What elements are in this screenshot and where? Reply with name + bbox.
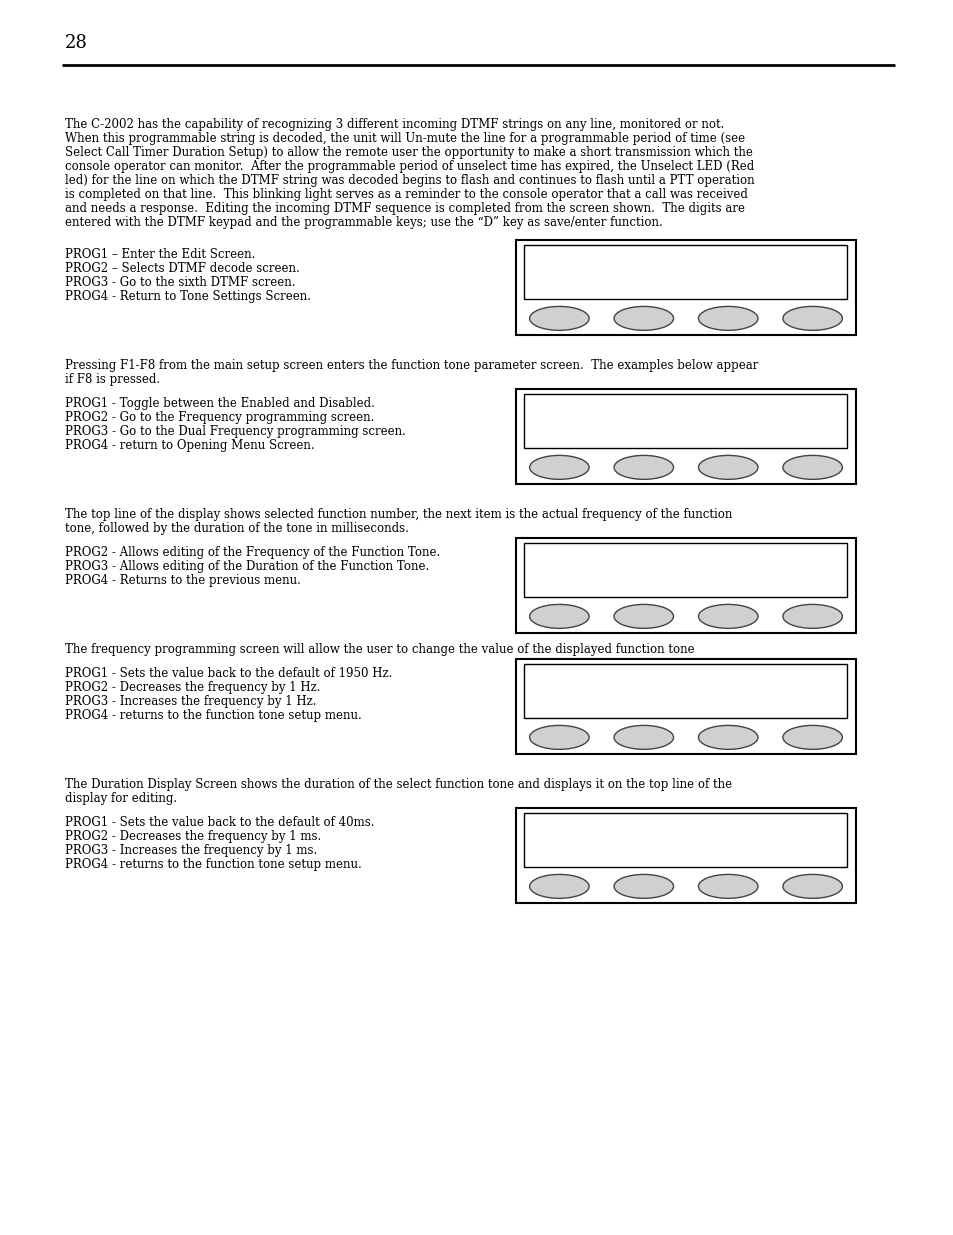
Ellipse shape	[698, 604, 758, 629]
Text: PROG4 - returns to the function tone setup menu.: PROG4 - returns to the function tone set…	[65, 709, 361, 722]
Ellipse shape	[782, 306, 841, 330]
Text: is completed on that line.  This blinking light serves as a reminder to the cons: is completed on that line. This blinking…	[65, 188, 747, 201]
Ellipse shape	[614, 874, 673, 898]
Ellipse shape	[782, 456, 841, 479]
Text: PROG4 - returns to the function tone setup menu.: PROG4 - returns to the function tone set…	[65, 858, 361, 871]
Text: PROG2 - Decreases the frequency by 1 ms.: PROG2 - Decreases the frequency by 1 ms.	[65, 830, 321, 844]
Ellipse shape	[614, 604, 673, 629]
Text: entered with the DTMF keypad and the programmable keys; use the “D” key as save/: entered with the DTMF keypad and the pro…	[65, 216, 662, 228]
Bar	[516, 240, 855, 335]
Ellipse shape	[614, 306, 673, 330]
Bar	[516, 538, 855, 634]
Text: PROG1 - Sets the value back to the default of 40ms.: PROG1 - Sets the value back to the defau…	[65, 816, 375, 829]
Text: PROG2 - Go to the Frequency programming screen.: PROG2 - Go to the Frequency programming …	[65, 411, 374, 424]
Bar	[524, 542, 846, 597]
Text: Select Call Timer Duration Setup) to allow the remote user the opportunity to ma: Select Call Timer Duration Setup) to all…	[65, 146, 752, 159]
Bar	[524, 813, 846, 867]
Text: PROG3 - Increases the frequency by 1 Hz.: PROG3 - Increases the frequency by 1 Hz.	[65, 695, 316, 708]
Text: PROG3 - Increases the frequency by 1 ms.: PROG3 - Increases the frequency by 1 ms.	[65, 844, 317, 857]
Text: PROG2 - Allows editing of the Frequency of the Function Tone.: PROG2 - Allows editing of the Frequency …	[65, 546, 439, 559]
Text: if F8 is pressed.: if F8 is pressed.	[65, 373, 160, 387]
Ellipse shape	[698, 456, 758, 479]
Ellipse shape	[614, 456, 673, 479]
Ellipse shape	[529, 874, 589, 898]
Text: PROG4 - Return to Tone Settings Screen.: PROG4 - Return to Tone Settings Screen.	[65, 290, 311, 303]
Text: The top line of the display shows selected function number, the next item is the: The top line of the display shows select…	[65, 508, 732, 521]
Text: PROG2 - Decreases the frequency by 1 Hz.: PROG2 - Decreases the frequency by 1 Hz.	[65, 680, 320, 694]
Text: PROG3 - Allows editing of the Duration of the Function Tone.: PROG3 - Allows editing of the Duration o…	[65, 559, 429, 573]
Text: When this programmable string is decoded, the unit will Un-mute the line for a p: When this programmable string is decoded…	[65, 132, 744, 144]
Bar	[524, 394, 846, 448]
Bar	[516, 808, 855, 903]
Bar	[524, 245, 846, 299]
Bar	[524, 663, 846, 718]
Text: PROG4 - return to Opening Menu Screen.: PROG4 - return to Opening Menu Screen.	[65, 438, 314, 452]
Text: PROG3 - Go to the Dual Frequency programming screen.: PROG3 - Go to the Dual Frequency program…	[65, 425, 405, 438]
Text: PROG4 - Returns to the previous menu.: PROG4 - Returns to the previous menu.	[65, 574, 300, 587]
Text: 28: 28	[65, 35, 88, 52]
Text: and needs a response.  Editing the incoming DTMF sequence is completed from the : and needs a response. Editing the incomi…	[65, 203, 744, 215]
Text: Pressing F1-F8 from the main setup screen enters the function tone parameter scr: Pressing F1-F8 from the main setup scree…	[65, 359, 758, 372]
Text: The Duration Display Screen shows the duration of the select function tone and d: The Duration Display Screen shows the du…	[65, 778, 731, 790]
Text: tone, followed by the duration of the tone in milliseconds.: tone, followed by the duration of the to…	[65, 522, 409, 535]
Ellipse shape	[698, 874, 758, 898]
Ellipse shape	[614, 725, 673, 750]
Text: PROG2 – Selects DTMF decode screen.: PROG2 – Selects DTMF decode screen.	[65, 262, 299, 275]
Ellipse shape	[782, 725, 841, 750]
Text: display for editing.: display for editing.	[65, 792, 177, 805]
Text: PROG1 – Enter the Edit Screen.: PROG1 – Enter the Edit Screen.	[65, 248, 255, 261]
Bar	[516, 389, 855, 484]
Ellipse shape	[529, 456, 589, 479]
Text: PROG1 - Sets the value back to the default of 1950 Hz.: PROG1 - Sets the value back to the defau…	[65, 667, 392, 680]
Text: PROG3 - Go to the sixth DTMF screen.: PROG3 - Go to the sixth DTMF screen.	[65, 275, 295, 289]
Ellipse shape	[782, 604, 841, 629]
Ellipse shape	[529, 725, 589, 750]
Bar	[516, 659, 855, 755]
Text: The C-2002 has the capability of recognizing 3 different incoming DTMF strings o: The C-2002 has the capability of recogni…	[65, 119, 723, 131]
Text: led) for the line on which the DTMF string was decoded begins to flash and conti: led) for the line on which the DTMF stri…	[65, 174, 754, 186]
Text: PROG1 - Toggle between the Enabled and Disabled.: PROG1 - Toggle between the Enabled and D…	[65, 396, 375, 410]
Ellipse shape	[698, 306, 758, 330]
Text: console operator can monitor.  After the programmable period of unselect time ha: console operator can monitor. After the …	[65, 161, 754, 173]
Ellipse shape	[782, 874, 841, 898]
Ellipse shape	[698, 725, 758, 750]
Ellipse shape	[529, 306, 589, 330]
Text: The frequency programming screen will allow the user to change the value of the : The frequency programming screen will al…	[65, 643, 694, 656]
Ellipse shape	[529, 604, 589, 629]
